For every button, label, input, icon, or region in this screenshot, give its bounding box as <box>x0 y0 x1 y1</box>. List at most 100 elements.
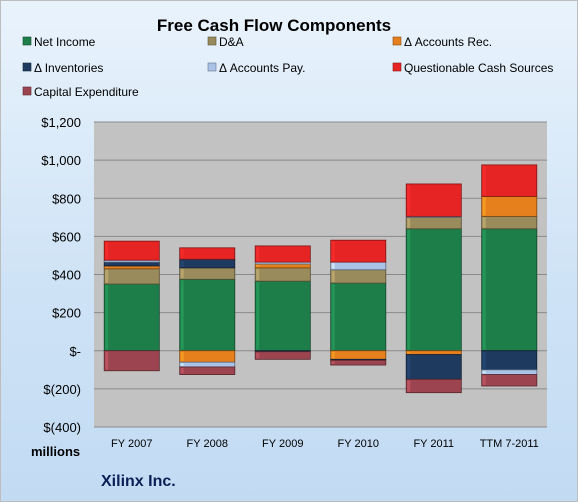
bar-segment <box>481 215 538 230</box>
x-tick-label: TTM 7-2011 <box>480 438 539 450</box>
bar-segment <box>405 378 462 394</box>
x-tick-label: FY 2009 <box>262 438 303 450</box>
legend-label: Questionable Cash Sources <box>404 61 553 75</box>
bar-highlight <box>256 246 260 262</box>
x-tick-label: FY 2010 <box>338 438 379 450</box>
bar-highlight <box>180 248 184 259</box>
bar-highlight <box>407 229 411 350</box>
bar-segment <box>330 269 387 284</box>
bar-segment <box>330 359 387 366</box>
bar-segment <box>481 350 538 371</box>
bar-highlight <box>256 265 260 267</box>
bar-segment <box>179 278 236 352</box>
bar-highlight <box>407 184 411 216</box>
bar-highlight <box>105 269 109 284</box>
bar-segment <box>405 183 462 217</box>
bar-segment <box>330 350 387 360</box>
bar-highlight <box>256 352 260 359</box>
legend-label: Δ Inventories <box>34 61 103 75</box>
bar-segment <box>405 228 462 352</box>
bar-segment <box>405 354 462 380</box>
legend-swatch <box>22 86 32 96</box>
bars <box>103 164 538 394</box>
legend-swatch <box>207 62 217 72</box>
legend-label: Net Income <box>34 35 96 49</box>
bar-segment <box>254 280 311 352</box>
y-tick-label: $400 <box>52 268 81 283</box>
bar-segment <box>254 267 311 282</box>
bar-segment <box>330 261 387 271</box>
bar-segment <box>179 361 236 368</box>
bar-highlight <box>331 361 335 365</box>
x-tick-label: FY 2011 <box>413 438 454 450</box>
bar-segment <box>179 366 236 375</box>
bar-highlight <box>180 363 184 366</box>
unit-label: millions <box>31 444 80 459</box>
bar-segment <box>103 268 160 285</box>
legend-label: Δ Accounts Rec. <box>404 35 492 49</box>
y-tick-label: $(200) <box>43 382 81 397</box>
bar-segment <box>179 258 236 269</box>
y-tick-label: $200 <box>52 306 81 321</box>
x-axis: FY 2007 FY 2008 FY 2009 FY 2010 FY 2011 TTM 7… <box>111 438 539 450</box>
bar-highlight <box>482 351 486 369</box>
bar-segment <box>405 350 462 355</box>
bar-highlight <box>180 260 184 267</box>
legend-swatch <box>392 36 402 46</box>
legend-swatch <box>22 36 32 46</box>
bar-highlight <box>331 270 335 283</box>
bar-highlight <box>482 165 486 196</box>
bar-highlight <box>407 351 411 354</box>
bar-highlight <box>180 280 184 350</box>
bar-segment <box>179 247 236 260</box>
y-axis: $(400) $(200) $- $200 $400 $600 $800 $1,000 $1,2… <box>41 115 81 435</box>
legend-swatch <box>207 36 217 46</box>
y-tick-label: $800 <box>52 191 81 206</box>
y-tick-label: $1,000 <box>41 153 81 168</box>
legend-label: Capital Expenditure <box>34 85 139 99</box>
bar-segment <box>103 261 160 267</box>
x-tick-label: FY 2008 <box>187 438 228 450</box>
bar-segment <box>254 351 311 360</box>
bar-highlight <box>482 370 486 374</box>
legend-label: Δ Accounts Pay. <box>219 61 306 75</box>
bar-segment <box>481 195 538 217</box>
bar-segment <box>405 216 462 230</box>
bar-highlight <box>482 197 486 216</box>
bar-highlight <box>407 380 411 392</box>
bar-highlight <box>105 242 109 260</box>
legend-swatch <box>392 62 402 72</box>
bar-highlight <box>105 266 109 268</box>
bar-segment <box>330 282 387 352</box>
bar-segment <box>254 263 311 269</box>
y-tick-label: $600 <box>52 229 81 244</box>
bar-segment <box>103 283 160 352</box>
bar-highlight <box>256 268 260 281</box>
bar-highlight <box>105 351 109 370</box>
bar-segment <box>330 239 387 263</box>
bar-highlight <box>331 263 335 269</box>
bar-segment <box>179 267 236 280</box>
bar-highlight <box>331 284 335 350</box>
bar-highlight <box>407 218 411 228</box>
bar-highlight <box>331 241 335 262</box>
legend-label: D&A <box>219 35 244 49</box>
bar-highlight <box>331 351 335 359</box>
legend: Net Income D&A Δ Accounts Rec. Δ Inventorie… <box>22 35 553 99</box>
bar-highlight <box>482 217 486 228</box>
bar-highlight <box>407 355 411 379</box>
bar-highlight <box>105 285 109 350</box>
bar-highlight <box>482 229 486 350</box>
bar-segment <box>103 265 160 270</box>
bar-highlight <box>180 351 184 362</box>
bar-highlight <box>180 268 184 279</box>
y-tick-label: $- <box>69 344 81 359</box>
company-label: Xilinx Inc. <box>101 473 176 490</box>
bar-highlight <box>482 375 486 386</box>
bar-segment <box>481 228 538 352</box>
bar-highlight <box>256 282 260 350</box>
chart-title: Free Cash Flow Components <box>157 16 391 35</box>
bar-segment <box>254 245 311 263</box>
